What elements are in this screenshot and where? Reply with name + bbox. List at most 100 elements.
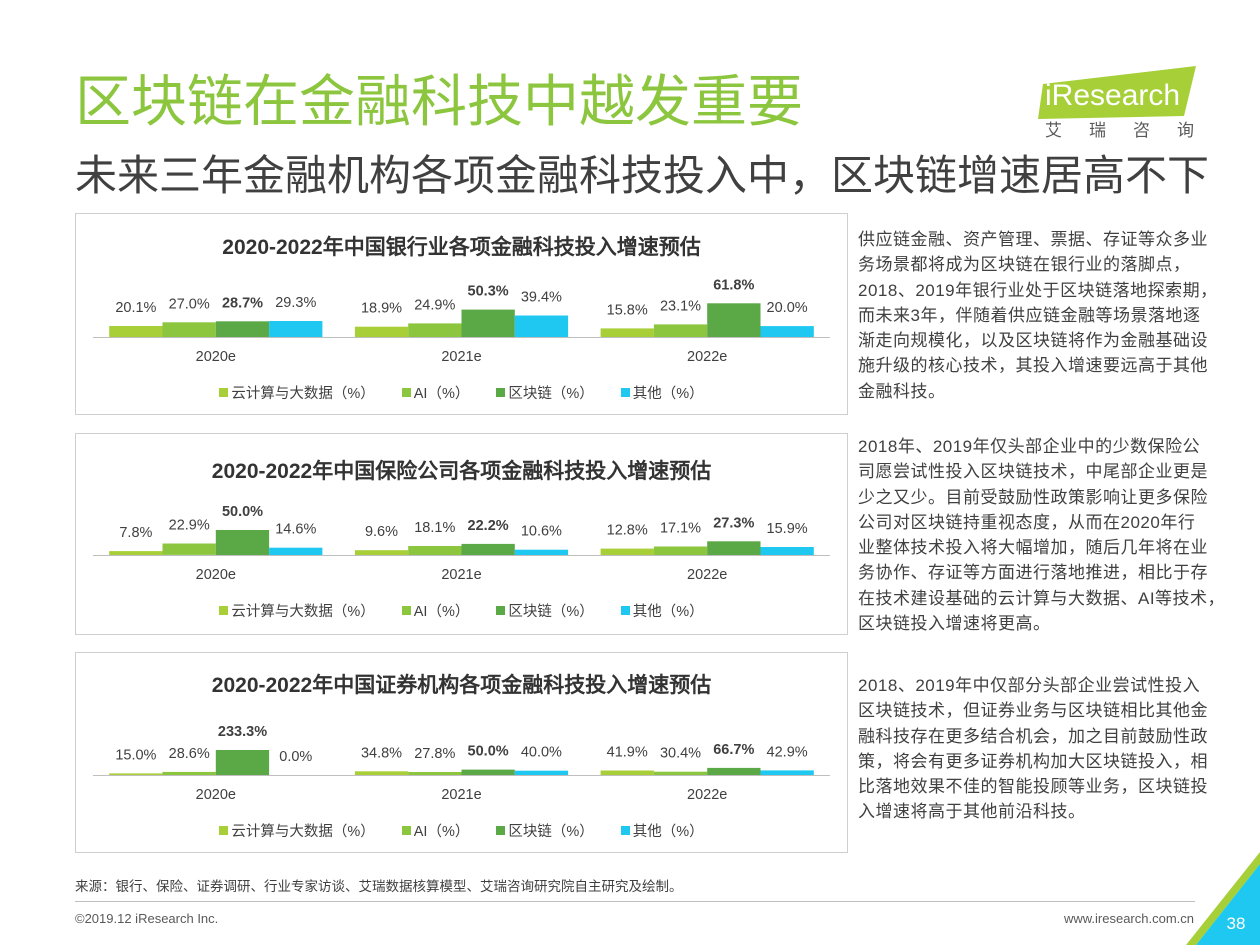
value-label-2022e-ai: 17.1% bbox=[660, 521, 701, 537]
legend-swatch bbox=[620, 825, 630, 835]
value-label-2020e-ai: 22.9% bbox=[169, 518, 210, 534]
commentary-line: 务场景都将成为区块链在银行业的落脚点， bbox=[858, 255, 1191, 275]
chart-legend: 云计算与大数据（%） AI（%） 区块链（%） 其他（%） bbox=[76, 600, 847, 620]
commentary-line: 金融科技。 bbox=[858, 381, 946, 401]
corner-cyan-triangle bbox=[1196, 864, 1260, 945]
legend-item-ai: AI（%） bbox=[401, 382, 469, 403]
commentary-line: 融科技存在更多结合机会，加之目前鼓励性政 bbox=[858, 726, 1208, 746]
legend-label: 区块链（%） bbox=[508, 823, 594, 840]
commentary-line: 而未来3年，伴随着供应链金融等场景落地逐 bbox=[858, 305, 1201, 325]
bar-2021e-other bbox=[514, 770, 569, 775]
category-label-2022e: 2022e bbox=[687, 349, 727, 365]
legend-label: 云计算与大数据（%） bbox=[231, 603, 375, 620]
bar-2020e-ai bbox=[162, 771, 216, 775]
value-label-2022e-other: 15.9% bbox=[767, 521, 808, 537]
chart-panel-banking: 2020-2022年中国银行业各项金融科技投入增速预估 20.1% 18.9% 15.… bbox=[75, 213, 848, 415]
footer-divider bbox=[75, 901, 1195, 902]
value-label-2021e-ai: 27.8% bbox=[414, 746, 455, 762]
legend-swatch bbox=[219, 387, 229, 397]
bar-2022e-other bbox=[760, 770, 814, 775]
commentary-line: 司愿尝试性投入区块链技术，中尾部企业更是 bbox=[858, 462, 1208, 482]
bar-2020e-blockchain bbox=[215, 530, 270, 555]
value-label-2021e-other: 40.0% bbox=[521, 745, 562, 761]
logo-tagline: 艾瑞咨询 bbox=[1045, 121, 1221, 140]
legend-swatch bbox=[219, 825, 229, 835]
bar-2021e-blockchain bbox=[461, 769, 515, 775]
legend-item-ai: AI（%） bbox=[401, 600, 469, 621]
bar-2020e-cloud-bigdata bbox=[109, 551, 163, 555]
chart-legend: 云计算与大数据（%） AI（%） 区块链（%） 其他（%） bbox=[76, 382, 847, 402]
legend-item-blockchain: 区块链（%） bbox=[496, 820, 594, 841]
value-label-2020e-other: 0.0% bbox=[279, 749, 312, 765]
value-label-2020e-ai: 28.6% bbox=[169, 746, 210, 762]
value-label-2022e-cloud-bigdata: 41.9% bbox=[607, 745, 648, 761]
value-label-2022e-ai: 30.4% bbox=[660, 746, 701, 762]
bar-2021e-cloud-bigdata bbox=[354, 326, 409, 337]
commentary-paragraph-1: 供应链金融、资产管理、票据、存证等众多业 务场景都将成为区块链在银行业的落脚点， 2… bbox=[858, 227, 1218, 404]
bar-2020e-cloud-bigdata bbox=[109, 773, 163, 775]
commentary-line: 公司对区块链持重视态度，从而在2020年行 bbox=[858, 512, 1196, 532]
chart-title: 2020-2022年中国证券机构各项金融科技投入增速预估 bbox=[211, 674, 712, 697]
legend-label: 其他（%） bbox=[632, 603, 704, 620]
commentary-line: 在技术建设基础的云计算与大数据、AI等技术， bbox=[858, 588, 1226, 608]
bar-2021e-blockchain bbox=[461, 309, 515, 337]
bar-2022e-other bbox=[760, 326, 814, 337]
legend-label: 区块链（%） bbox=[508, 603, 594, 620]
chart-legend: 云计算与大数据（%） AI（%） 区块链（%） 其他（%） bbox=[76, 820, 847, 840]
legend-item-ai: AI（%） bbox=[401, 820, 470, 841]
bar-2022e-blockchain bbox=[707, 303, 761, 337]
legend-label: 云计算与大数据（%） bbox=[231, 385, 375, 402]
corner-lime-stripe bbox=[1186, 852, 1260, 945]
category-label-2021e: 2021e bbox=[441, 349, 481, 365]
bar-2022e-ai bbox=[653, 546, 708, 556]
value-label-2021e-blockchain: 50.3% bbox=[468, 284, 509, 300]
commentary-line: 业整体技术投入将大幅增加，随后几年将在业 bbox=[858, 538, 1208, 558]
value-label-2021e-cloud-bigdata: 34.8% bbox=[361, 745, 402, 761]
bar-2020e-other bbox=[269, 547, 323, 555]
value-label-2021e-cloud-bigdata: 9.6% bbox=[365, 524, 398, 540]
bar-2022e-blockchain bbox=[707, 767, 761, 775]
value-label-2020e-blockchain: 50.0% bbox=[222, 504, 263, 520]
commentary-line: 2018、2019年银行业处于区块链落地探索期， bbox=[858, 280, 1218, 300]
legend-item-other: 其他（%） bbox=[620, 600, 704, 621]
commentary-line: 渐走向规模化，以及区块链将作为金融基础设 bbox=[858, 331, 1208, 351]
category-label-2022e: 2022e bbox=[687, 567, 727, 583]
legend-label: 区块链（%） bbox=[508, 385, 594, 402]
category-label-2022e: 2022e bbox=[687, 787, 727, 803]
legend-swatch bbox=[496, 605, 506, 615]
chart-panel-insurance: 2020-2022年中国保险公司各项金融科技投入增速预估 7.8% 9.6% 12.8… bbox=[75, 433, 848, 635]
category-label-2020e: 2020e bbox=[196, 349, 236, 365]
legend-label: 其他（%） bbox=[632, 823, 704, 840]
bar-2020e-ai bbox=[162, 322, 216, 337]
legend-item-cloud-bigdata: 云计算与大数据（%） bbox=[219, 820, 375, 841]
legend-swatch bbox=[401, 387, 411, 397]
value-label-2020e-blockchain: 233.3% bbox=[218, 724, 267, 740]
value-label-2020e-other: 29.3% bbox=[275, 295, 316, 311]
legend-item-cloud-bigdata: 云计算与大数据（%） bbox=[219, 600, 375, 621]
page-title: 区块链在金融科技中越发重要 bbox=[75, 70, 803, 133]
copyright: ©2019.12 iResearch Inc. bbox=[75, 911, 219, 926]
commentary-line: 区块链投入增速将更高。 bbox=[858, 614, 1051, 634]
commentary-line: 供应链金融、资产管理、票据、存证等众多业 bbox=[858, 230, 1208, 249]
value-label-2021e-ai: 18.1% bbox=[414, 520, 455, 536]
bar-2022e-blockchain bbox=[707, 541, 761, 555]
bar-2021e-ai bbox=[408, 546, 462, 556]
value-label-2021e-blockchain: 50.0% bbox=[468, 744, 509, 760]
category-label-2020e: 2020e bbox=[196, 787, 236, 803]
value-label-2020e-cloud-bigdata: 7.8% bbox=[119, 525, 152, 541]
commentary-line: 2018年、2019年仅头部企业中的少数保险公 bbox=[858, 437, 1201, 456]
legend-swatch bbox=[401, 605, 411, 615]
value-label-2020e-other: 14.6% bbox=[275, 522, 316, 538]
bar-chart-plot: 20.1% 18.9% 15.8% 27.0% 24.9% 23.1% 28.7% 50.3%… bbox=[93, 277, 830, 365]
bars bbox=[109, 303, 814, 337]
legend-label: AI（%） bbox=[413, 823, 470, 840]
commentary-line: 比落地效果不佳的智能投顾等业务，区块链投 bbox=[858, 777, 1208, 797]
bar-chart-plot: 15.0% 34.8% 41.9% 28.6% 27.8% 30.4% 233.3% 50.0… bbox=[93, 724, 830, 803]
legend-label: 其他（%） bbox=[632, 385, 704, 402]
value-label-2022e-other: 42.9% bbox=[767, 744, 808, 760]
value-label-2022e-blockchain: 66.7% bbox=[713, 742, 754, 758]
iresearch-logo: iResearch bbox=[1038, 66, 1196, 119]
bar-2020e-ai bbox=[162, 543, 216, 555]
category-label-2021e: 2021e bbox=[441, 787, 481, 803]
